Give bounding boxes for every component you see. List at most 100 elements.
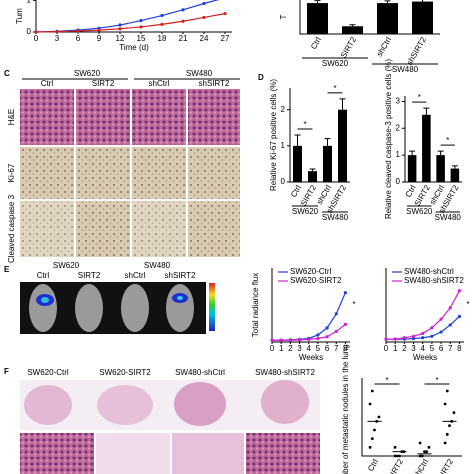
x-tick-label: 7 xyxy=(448,344,453,353)
panel-label: E xyxy=(4,265,10,274)
marker xyxy=(334,312,338,316)
marker xyxy=(223,12,227,16)
column-label: SW480-shSIRT2 xyxy=(255,368,315,377)
x-tick-label: 3 xyxy=(411,344,416,353)
x-tick-label: 0 xyxy=(384,344,389,353)
marker xyxy=(316,336,320,341)
marker xyxy=(181,19,185,23)
marker xyxy=(430,334,434,338)
column-label: shSIRT2 xyxy=(165,271,197,280)
error-bar xyxy=(423,107,430,115)
marker xyxy=(270,338,274,342)
legend-label: SW480-shSIRT2 xyxy=(404,276,464,285)
marker xyxy=(334,329,338,334)
row-label: Ki-67 xyxy=(7,163,16,182)
error-bar xyxy=(349,24,356,27)
column-label: SW620-SIRT2 xyxy=(99,368,151,377)
marker xyxy=(118,27,122,31)
y-axis-label: Relative Ki-67 positive cells (%) xyxy=(269,79,278,191)
dot xyxy=(443,402,447,406)
error-bar xyxy=(309,168,316,172)
dot xyxy=(395,454,399,458)
column-label: SIRT2 xyxy=(78,271,101,280)
x-tick-label: SIRT2 xyxy=(413,183,432,207)
dot xyxy=(393,454,397,458)
dot xyxy=(425,450,429,454)
group-label: SW620 xyxy=(292,207,319,216)
marker xyxy=(439,317,443,321)
bar xyxy=(293,145,302,182)
y-axis-label: Total radiance flux xyxy=(251,273,260,337)
x-tick-label: SIRT2 xyxy=(386,457,405,474)
column-label: SW480-shCtrl xyxy=(175,368,225,377)
x-tick-label: 21 xyxy=(179,34,188,43)
row-label: Cleaved caspase 3 xyxy=(7,194,16,263)
dot xyxy=(452,411,456,415)
bar xyxy=(323,145,332,182)
y-tick-label: 2 xyxy=(396,123,401,132)
x-tick-label: Ctrl xyxy=(309,35,323,50)
x-tick-label: SIRT2 xyxy=(299,183,318,207)
x-tick-label: 12 xyxy=(116,34,125,43)
bar xyxy=(308,171,317,182)
error-bar xyxy=(422,0,423,2)
group-label: SW480 xyxy=(144,261,171,270)
marker xyxy=(316,333,320,337)
x-tick-label: 1 xyxy=(393,344,398,353)
y-tick-label: 3 xyxy=(396,96,401,105)
row-label: H&E xyxy=(7,109,16,125)
marker xyxy=(118,23,122,27)
marker xyxy=(384,337,388,341)
dot xyxy=(427,445,431,449)
bar xyxy=(422,114,431,182)
y-tick-label: 1 xyxy=(281,141,286,150)
dot xyxy=(377,415,381,419)
marker xyxy=(55,30,59,34)
axes xyxy=(361,378,462,457)
error-bar xyxy=(451,165,458,169)
x-tick-label: Ctrl xyxy=(289,183,303,198)
error-bar xyxy=(294,134,301,146)
marker xyxy=(325,326,329,330)
column-label: shCtrl xyxy=(125,271,146,280)
x-axis-label: Weeks xyxy=(299,353,323,362)
marker xyxy=(202,1,206,6)
x-tick-label: 0 xyxy=(34,34,39,43)
marker xyxy=(393,337,397,341)
x-tick-label: shCtrl xyxy=(375,35,393,58)
x-tick-label: shCtrl xyxy=(412,457,430,474)
bar xyxy=(412,1,433,34)
line xyxy=(35,0,220,33)
legend-label: SW620-Ctrl xyxy=(290,267,332,276)
marker xyxy=(457,289,462,293)
column-label: SIRT2 xyxy=(92,79,115,88)
panel-c-images xyxy=(20,89,240,257)
group-label: SW620 xyxy=(74,69,101,78)
error-bar xyxy=(409,150,416,156)
marker xyxy=(139,19,143,23)
dot xyxy=(423,450,426,454)
dot xyxy=(420,454,424,458)
group-label: SW620 xyxy=(53,261,80,270)
error-bar xyxy=(437,150,444,156)
group-label: SW620 xyxy=(406,207,433,216)
annotation: * xyxy=(435,376,438,385)
group-label: SW480 xyxy=(435,213,462,222)
y-axis-label: Number of metastatic nodules in the lung xyxy=(341,344,350,474)
x-tick-label: 8 xyxy=(343,344,348,353)
y-tick-label: 1 xyxy=(396,150,401,159)
x-tick-label: 4 xyxy=(420,344,425,353)
x-tick-label: 18 xyxy=(158,34,167,43)
marker xyxy=(279,338,283,342)
marker xyxy=(457,314,462,318)
column-label: SW620-Ctrl xyxy=(27,368,69,377)
x-tick-label: Ctrl xyxy=(366,457,380,472)
dot xyxy=(445,389,449,393)
column-label: Ctrl xyxy=(41,79,54,88)
x-axis-label: Weeks xyxy=(413,353,437,362)
y-tick-label: 2 xyxy=(281,105,286,114)
annotation: * xyxy=(418,93,421,102)
marker xyxy=(325,335,329,339)
annotation: * xyxy=(303,120,306,129)
marker xyxy=(411,336,416,341)
